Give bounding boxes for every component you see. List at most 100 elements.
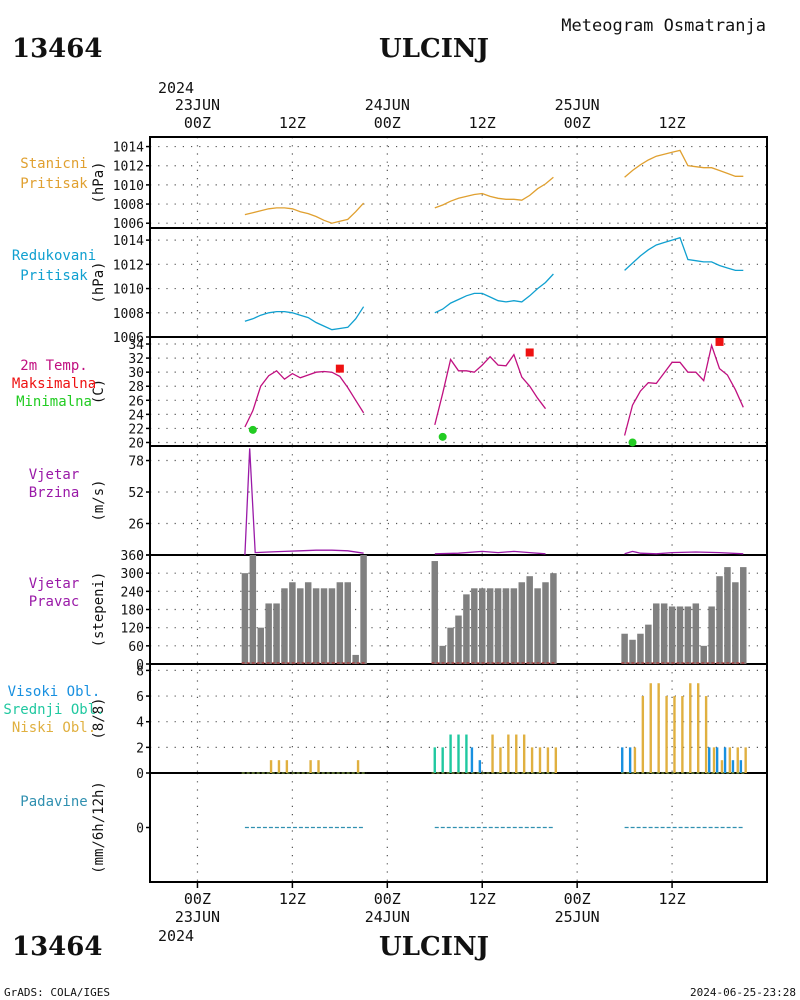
station-pressure-line [434, 176, 554, 209]
y-tick-label: 1010 [113, 283, 144, 298]
temperature-lines [244, 343, 744, 436]
panel-label: Pravac [29, 594, 80, 610]
wind-dir-bar [676, 606, 684, 664]
tmax-marker [525, 348, 534, 357]
wind-speed-line [244, 448, 364, 555]
cloud-low-bar [309, 760, 312, 773]
panel-label: Padavine [20, 794, 87, 810]
cloud-low-bar [356, 760, 360, 773]
cloud-high-bar [478, 760, 482, 773]
cloud-low-bar [689, 683, 692, 773]
y-tick-label: 1006 [113, 331, 144, 346]
y-tick-label: 20 [128, 436, 144, 451]
cloud-high-bar [739, 760, 743, 773]
wind-dir-bar [328, 588, 336, 664]
panel-clouds: 0 2 4 6 8 (8/8)Visoki Obl. Srednji Obl. Niski O… [3, 663, 768, 782]
wind-speed-line [434, 550, 546, 555]
temperature-line [623, 343, 744, 436]
top-year-label: 2024 [158, 79, 194, 97]
wind-dir-bar [510, 588, 518, 664]
y-tick-label: 4 [136, 716, 144, 731]
wind-dir-bar [668, 606, 676, 664]
y-tick-label: 0 [136, 549, 144, 564]
y-tick-label: 28 [128, 380, 144, 395]
cloud-low-bar [744, 747, 747, 773]
reduced-pressure-line [434, 273, 554, 314]
wind-dir-bar [684, 606, 692, 664]
y-tick-label: 300 [121, 567, 144, 582]
top-day-label: 23JUN [175, 96, 220, 114]
bottom-tick-label: 00Z [564, 890, 591, 908]
y-tick-label: 34 [128, 338, 144, 353]
cloud-low-bar [538, 747, 542, 773]
y-tick-label: 60 [128, 640, 144, 655]
cloud-low-bar [736, 747, 739, 773]
wind-dir-bar [304, 582, 312, 664]
wind-dir-bar [550, 573, 557, 664]
y-tick-label: 0 [136, 767, 144, 782]
wind-dir-bar [249, 555, 257, 664]
top-day-label: 24JUN [365, 96, 410, 114]
y-tick-label: 22 [128, 422, 144, 437]
y-tick-label: 0 [136, 822, 144, 837]
wind-dir-bar [653, 603, 660, 664]
wind-dir-bar [740, 567, 747, 664]
panel-label: Redukovani [12, 248, 96, 264]
panel-wind_speed: 0 26 52 78 (m/s) Vjetar Brzina [29, 445, 768, 564]
y-tick-label: 26 [128, 518, 144, 533]
header-station-id: 13464 [12, 34, 102, 64]
top-tick-label: 00Z [184, 114, 211, 132]
panel-label: Brzina [29, 485, 80, 501]
reduced-pressure-line [624, 236, 744, 272]
wind-dir-bar [478, 588, 486, 664]
bottom-time-axis: 00Z 12Z 00Z 12Z 00Z 12Z 23JUN 24JUN 25JUN [175, 882, 686, 926]
wind-dir-bar [241, 573, 249, 664]
cloud-low-bar [269, 760, 273, 773]
station-pressure-lines [244, 149, 744, 224]
wind-dir-bar [645, 624, 652, 664]
bottom-tick-label: 12Z [659, 890, 686, 908]
wind-dir-bar [360, 555, 367, 664]
station-pressure-line [244, 202, 365, 224]
wind-dir-bar [471, 588, 478, 664]
panel-label: Maksimalna [12, 376, 96, 392]
temperature-line [434, 353, 547, 426]
station-pressure-line [624, 149, 744, 178]
cloud-high-bar [621, 747, 624, 773]
cloud-low-bar [728, 747, 732, 773]
reduced-pressure-line [244, 306, 365, 331]
y-tick-label: 1006 [113, 217, 144, 232]
cloud-low-bar [515, 734, 518, 773]
y-tick-label: 52 [128, 486, 144, 501]
wind-dir-bar [534, 588, 541, 664]
cloud-low-bar [657, 683, 660, 773]
panel-label: 2m Temp. [20, 358, 87, 374]
temperature-line [244, 369, 365, 428]
cloud-low-bar [554, 747, 558, 773]
cloud-low-bar [285, 760, 289, 773]
y-unit-label: (8/8) [91, 697, 107, 739]
reduced-pressure-lines [244, 236, 744, 331]
cloud-high-bar [715, 747, 719, 773]
cloud-high-bar [708, 747, 711, 773]
panel-label: Srednji Obl. [3, 702, 104, 718]
panel-station_pressure: 1006 1008 1010 1012 1014 (hPa)Stanicni Pritisa… [20, 136, 768, 232]
wind-dir-bar [297, 588, 304, 664]
wind-dir-bar [257, 627, 264, 664]
wind-dir-bar [312, 588, 320, 664]
cloud-low-bar [499, 747, 502, 773]
tmax-marker [335, 364, 344, 373]
y-unit-label: (stepeni) [91, 572, 107, 648]
cloud-low-bar [681, 696, 684, 773]
cloud-low-bar [530, 747, 534, 773]
panel-label: Vjetar [29, 576, 80, 592]
footer-station-id: 13464 [12, 932, 102, 962]
cloud-low-bar [633, 747, 637, 773]
footer-station-name: ULCINJ [379, 932, 489, 962]
wind-dir-bar [700, 645, 707, 664]
panel-frame [149, 445, 768, 556]
panels: 10061008101010121014(hPa)StanicniPritisa… [3, 136, 768, 883]
cloud-low-bar [641, 696, 645, 773]
wind-dir-bar [344, 582, 351, 664]
